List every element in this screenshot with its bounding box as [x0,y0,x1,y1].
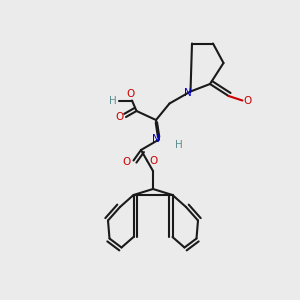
Text: O: O [126,89,135,100]
Text: O: O [149,155,157,166]
Text: H: H [109,95,117,106]
Text: O: O [116,112,124,122]
Text: N: N [152,134,159,145]
Text: O: O [123,157,131,167]
Text: O: O [244,95,252,106]
Text: N: N [184,88,191,98]
Text: H: H [175,140,182,151]
